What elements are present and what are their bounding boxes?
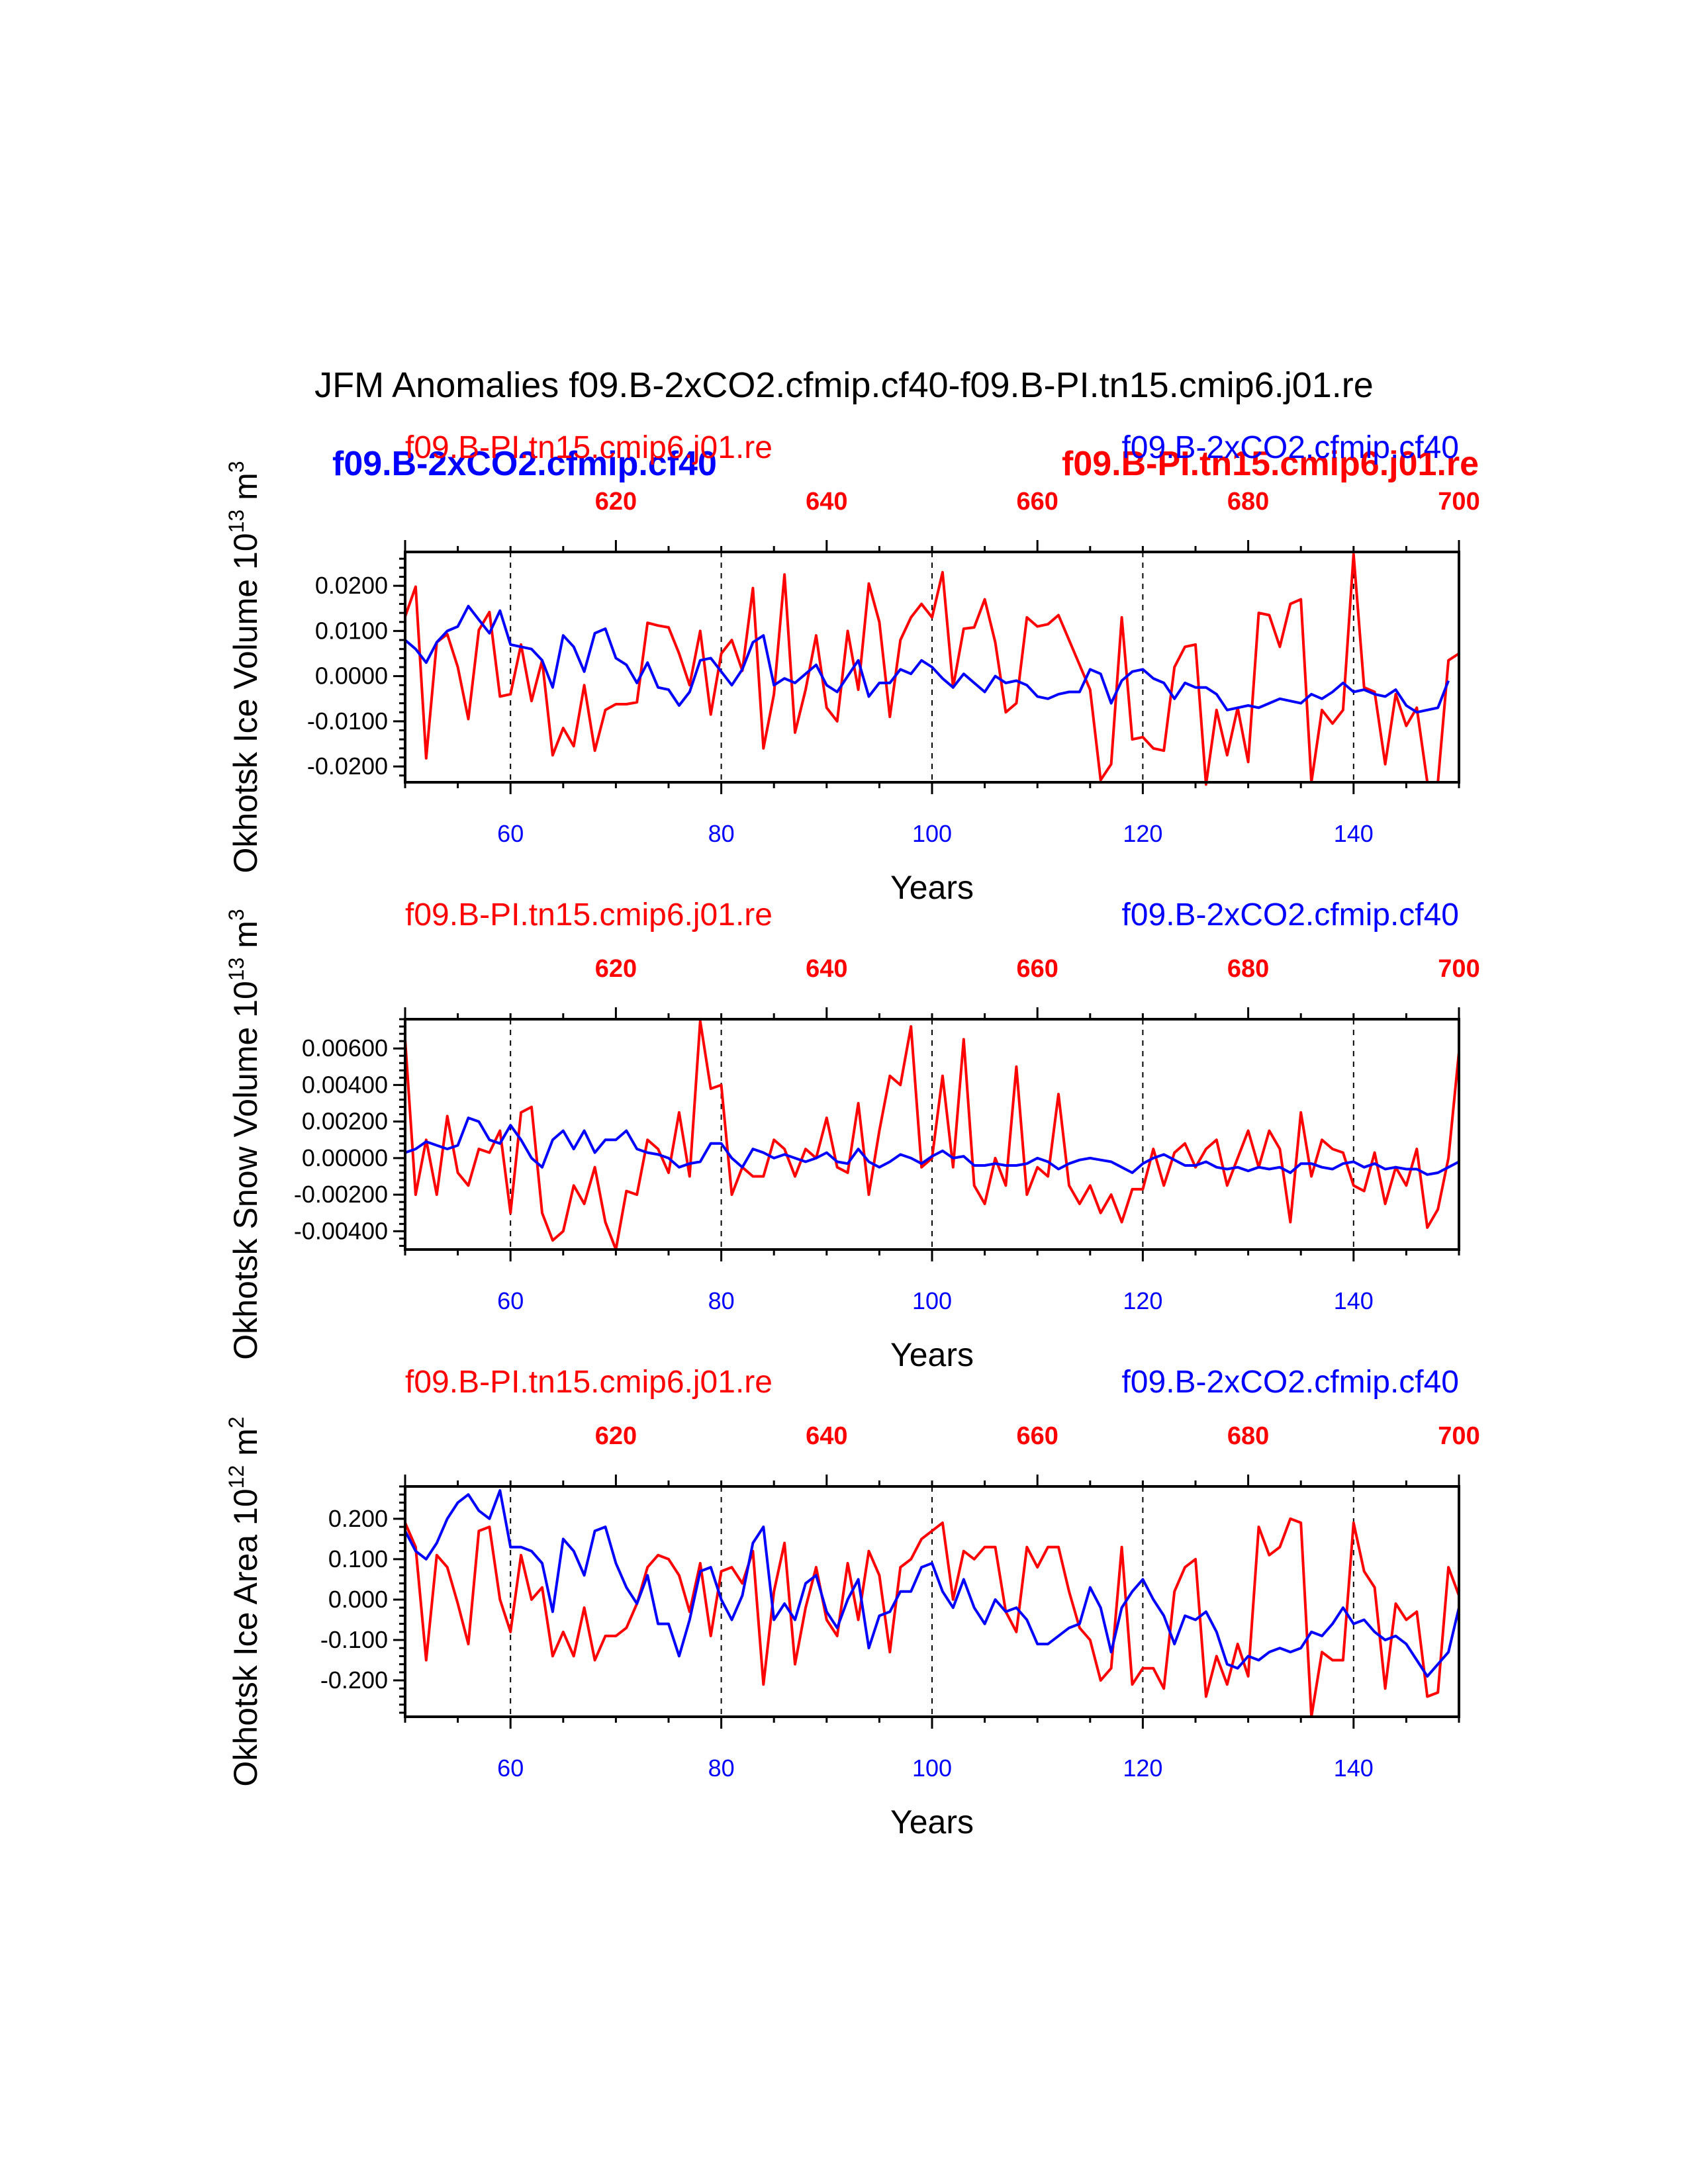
y-tick-label: -0.100 — [320, 1626, 388, 1653]
y-axis-title-main: Okhotsk Snow Volume 10 — [227, 981, 264, 1360]
x-axis-title: Years — [890, 869, 974, 906]
x-top-tick-label: 640 — [806, 488, 847, 516]
chart-panels: f09.B-PI.tn15.cmip6.j01.re f09.B-2xCO2.cf… — [224, 430, 1480, 1841]
series-line-pi — [404, 1019, 1460, 1251]
x-top-tick-label: 700 — [1438, 1422, 1479, 1450]
x-bottom-tick-label: 80 — [708, 820, 735, 847]
y-axis-title: Okhotsk Ice Volume 1013 m3 — [224, 461, 264, 873]
x-top-tick-label: 660 — [1016, 955, 1058, 983]
series-line-pi — [404, 553, 1460, 786]
series-line-co2 — [404, 604, 1450, 714]
x-bottom-tick-label: 120 — [1123, 1287, 1162, 1314]
y-axis-title-unit: m — [227, 473, 264, 510]
series-line-pi — [404, 1517, 1460, 1718]
x-axis-title: Years — [890, 1336, 974, 1373]
run-label-blue-bold: f09.B-2xCO2.cfmip.cf40 — [332, 445, 717, 483]
y-tick-label: 0.00200 — [302, 1108, 388, 1135]
y-axis-title-exp2: 3 — [224, 461, 248, 473]
x-top-tick-label: 660 — [1016, 1422, 1058, 1450]
y-axis-title-exp2: 2 — [224, 1416, 248, 1428]
y-tick-label: 0.00000 — [302, 1144, 388, 1171]
x-top-tick-label: 680 — [1227, 1422, 1269, 1450]
y-tick-label: 0.0100 — [315, 617, 388, 644]
x-bottom-tick-label: 100 — [912, 820, 952, 847]
x-bottom-tick-label: 140 — [1334, 820, 1374, 847]
y-tick-label: 0.00600 — [302, 1034, 388, 1062]
y-tick-label: -0.00400 — [294, 1217, 388, 1244]
run-label-left: f09.B-PI.tn15.cmip6.j01.re — [405, 1365, 773, 1400]
panel-snow-volume: f09.B-PI.tn15.cmip6.j01.re f09.B-2xCO2.cf… — [224, 897, 1480, 1373]
x-bottom-tick-label: 60 — [497, 820, 524, 847]
y-axis-title-main: Okhotsk Ice Volume 10 — [227, 533, 264, 873]
x-bottom-tick-label: 140 — [1334, 1754, 1374, 1782]
y-tick-label: 0.00400 — [302, 1071, 388, 1098]
x-bottom-tick-label: 60 — [497, 1287, 524, 1314]
run-label-right: f09.B-2xCO2.cfmip.cf40 — [1121, 430, 1459, 465]
x-bottom-tick-label: 100 — [912, 1754, 952, 1782]
x-top-tick-label: 640 — [806, 955, 847, 983]
x-top-tick-label: 680 — [1227, 488, 1269, 516]
run-label-right: f09.B-2xCO2.cfmip.cf40 — [1121, 897, 1459, 933]
x-bottom-tick-label: 80 — [708, 1287, 735, 1314]
x-bottom-tick-label: 120 — [1123, 820, 1162, 847]
run-label-right: f09.B-2xCO2.cfmip.cf40 — [1121, 1365, 1459, 1400]
x-bottom-tick-label: 60 — [497, 1754, 524, 1782]
x-top-tick-label: 640 — [806, 1422, 847, 1450]
series-line-co2 — [404, 1489, 1460, 1678]
x-top-tick-label: 620 — [595, 1422, 637, 1450]
x-axis-title: Years — [890, 1803, 974, 1841]
x-bottom-tick-label: 120 — [1123, 1754, 1162, 1782]
y-tick-label: -0.0100 — [307, 707, 388, 735]
x-top-tick-label: 620 — [595, 488, 637, 516]
run-label-red-bold: f09.B-PI.tn15.cmip6.j01.re — [1062, 445, 1479, 483]
panel-ice-volume: f09.B-PI.tn15.cmip6.j01.re f09.B-2xCO2.cf… — [224, 430, 1480, 906]
y-tick-label: -0.200 — [320, 1666, 388, 1694]
y-axis-title-exp1: 12 — [224, 1465, 248, 1489]
x-bottom-tick-label: 100 — [912, 1287, 952, 1314]
figure-title: JFM Anomalies f09.B-2xCO2.cfmip.cf40-f09… — [314, 365, 1374, 405]
run-label-left: f09.B-PI.tn15.cmip6.j01.re — [405, 897, 773, 933]
run-label-left: f09.B-PI.tn15.cmip6.j01.re — [405, 430, 773, 465]
y-tick-label: 0.100 — [328, 1545, 388, 1572]
x-top-tick-label: 680 — [1227, 955, 1269, 983]
y-axis-title: Okhotsk Snow Volume 1013 m3 — [224, 909, 264, 1359]
panel-ice-area: f09.B-PI.tn15.cmip6.j01.re f09.B-2xCO2.cf… — [224, 1365, 1480, 1841]
y-tick-label: 0.0200 — [315, 572, 388, 599]
x-top-tick-label: 660 — [1016, 488, 1058, 516]
y-tick-label: 0.0000 — [315, 662, 388, 690]
y-axis-title-exp1: 13 — [224, 958, 248, 981]
y-axis-title-unit: m — [227, 1428, 264, 1465]
x-bottom-tick-label: 140 — [1334, 1287, 1374, 1314]
y-axis-title-unit: m — [227, 921, 264, 958]
x-top-tick-label: 700 — [1438, 955, 1479, 983]
y-axis-title-main: Okhotsk Ice Area 10 — [227, 1488, 264, 1786]
y-tick-label: 0.200 — [328, 1505, 388, 1532]
x-top-tick-label: 620 — [595, 955, 637, 983]
series-line-co2 — [404, 1116, 1460, 1176]
y-tick-label: -0.0200 — [307, 752, 388, 780]
y-tick-label: 0.000 — [328, 1586, 388, 1613]
x-bottom-tick-label: 80 — [708, 1754, 735, 1782]
y-axis-title: Okhotsk Ice Area 1012 m2 — [224, 1416, 264, 1786]
y-axis-title-exp2: 3 — [224, 909, 248, 921]
y-axis-title-exp1: 13 — [224, 510, 248, 533]
y-tick-label: -0.00200 — [294, 1181, 388, 1208]
x-top-tick-label: 700 — [1438, 488, 1479, 516]
